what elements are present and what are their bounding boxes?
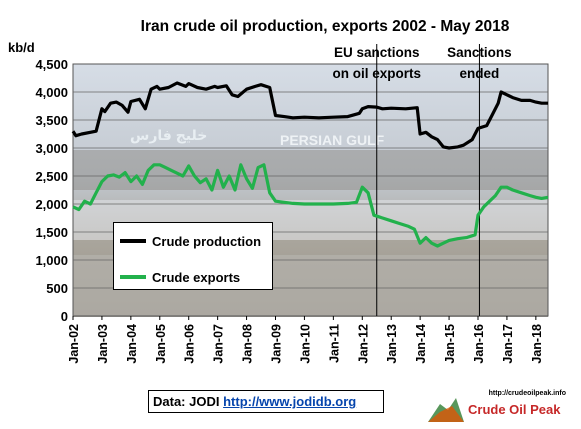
legend-label-production: Crude production bbox=[152, 233, 262, 249]
oil-peak-logo-icon bbox=[428, 398, 464, 422]
x-tick-label: Jan-08 bbox=[241, 324, 255, 364]
x-tick-label: Jan-07 bbox=[212, 324, 226, 364]
x-axis: Jan-02 Jan-03 Jan-04 Jan-05 Jan-06 Jan-07 Jan-… bbox=[67, 316, 544, 364]
annotation-label: ended bbox=[460, 66, 500, 81]
legend-swatch-production bbox=[120, 239, 146, 243]
legend-item-production: Crude production bbox=[120, 231, 261, 251]
y-tick-label: 0 bbox=[61, 309, 68, 324]
y-axis-label: kb/d bbox=[8, 40, 35, 55]
annotation-label: on oil exports bbox=[332, 66, 421, 81]
legend-item-exports: Crude exports bbox=[120, 267, 240, 287]
x-tick-label: Jan-02 bbox=[67, 324, 81, 364]
x-tick-label: Jan-14 bbox=[414, 324, 428, 364]
x-tick-label: Jan-15 bbox=[443, 324, 457, 364]
x-tick-label: Jan-04 bbox=[125, 324, 139, 364]
legend-swatch-exports bbox=[120, 275, 146, 279]
series-lines bbox=[71, 81, 549, 248]
exports-line bbox=[72, 163, 549, 248]
y-tick-label: 4,500 bbox=[35, 57, 68, 72]
annotation-lines bbox=[376, 44, 480, 316]
plot-area-border bbox=[72, 63, 549, 317]
y-tick-label: 2,500 bbox=[35, 169, 68, 184]
y-tick-label: 500 bbox=[46, 281, 68, 296]
y-tick-label: 3,000 bbox=[35, 141, 68, 156]
source-note: Data: JODI http://www.jodidb.org bbox=[148, 390, 384, 413]
x-tick-label: Jan-16 bbox=[472, 324, 486, 364]
y-tick-label: 1,500 bbox=[35, 225, 68, 240]
legend-label-exports: Crude exports bbox=[152, 269, 241, 285]
production-line bbox=[71, 81, 548, 150]
x-tick-label: Jan-11 bbox=[327, 324, 341, 363]
y-tick-label: 3,500 bbox=[35, 113, 68, 128]
logo-url[interactable]: http://crudeoilpeak.info bbox=[488, 390, 566, 397]
photo-text-farsi: خليج فارس bbox=[130, 127, 207, 144]
x-tick-label: Jan-18 bbox=[530, 324, 544, 364]
x-tick-label: Jan-17 bbox=[501, 324, 515, 364]
x-tick-label: Jan-03 bbox=[96, 324, 110, 364]
logo-name: Crude Oil Peak bbox=[468, 402, 561, 417]
photo-text-english: PERSIAN GULF bbox=[280, 132, 385, 148]
y-tick-label: 2,000 bbox=[35, 197, 68, 212]
x-tick-label: Jan-12 bbox=[356, 324, 370, 364]
x-tick-label: Jan-05 bbox=[154, 324, 168, 364]
annotations: EU sanctions on oil exports Sanctions ended bbox=[332, 45, 511, 81]
source-link[interactable]: http://www.jodidb.org bbox=[223, 394, 357, 409]
y-axis: 0 500 1,000 1,500 2,000 2,500 3,000 3,500 4,000 4… bbox=[35, 57, 68, 324]
x-tick-label: Jan-13 bbox=[385, 324, 399, 364]
legend: Crude production Crude exports bbox=[113, 222, 273, 290]
x-tick-label: Jan-06 bbox=[183, 324, 197, 364]
chart-title: Iran crude oil production, exports 2002 … bbox=[141, 18, 510, 35]
x-tick-label: Jan-10 bbox=[298, 324, 312, 364]
y-tick-label: 1,000 bbox=[35, 253, 68, 268]
source-label: Data: JODI bbox=[153, 394, 220, 409]
x-tick-label: Jan-09 bbox=[269, 324, 283, 364]
crude-oil-peak-logo: http://crudeoilpeak.info Crude Oil Peak bbox=[424, 390, 574, 424]
annotation-label: Sanctions bbox=[447, 45, 512, 60]
y-tick-label: 4,000 bbox=[35, 85, 68, 100]
annotation-label: EU sanctions bbox=[334, 45, 420, 60]
